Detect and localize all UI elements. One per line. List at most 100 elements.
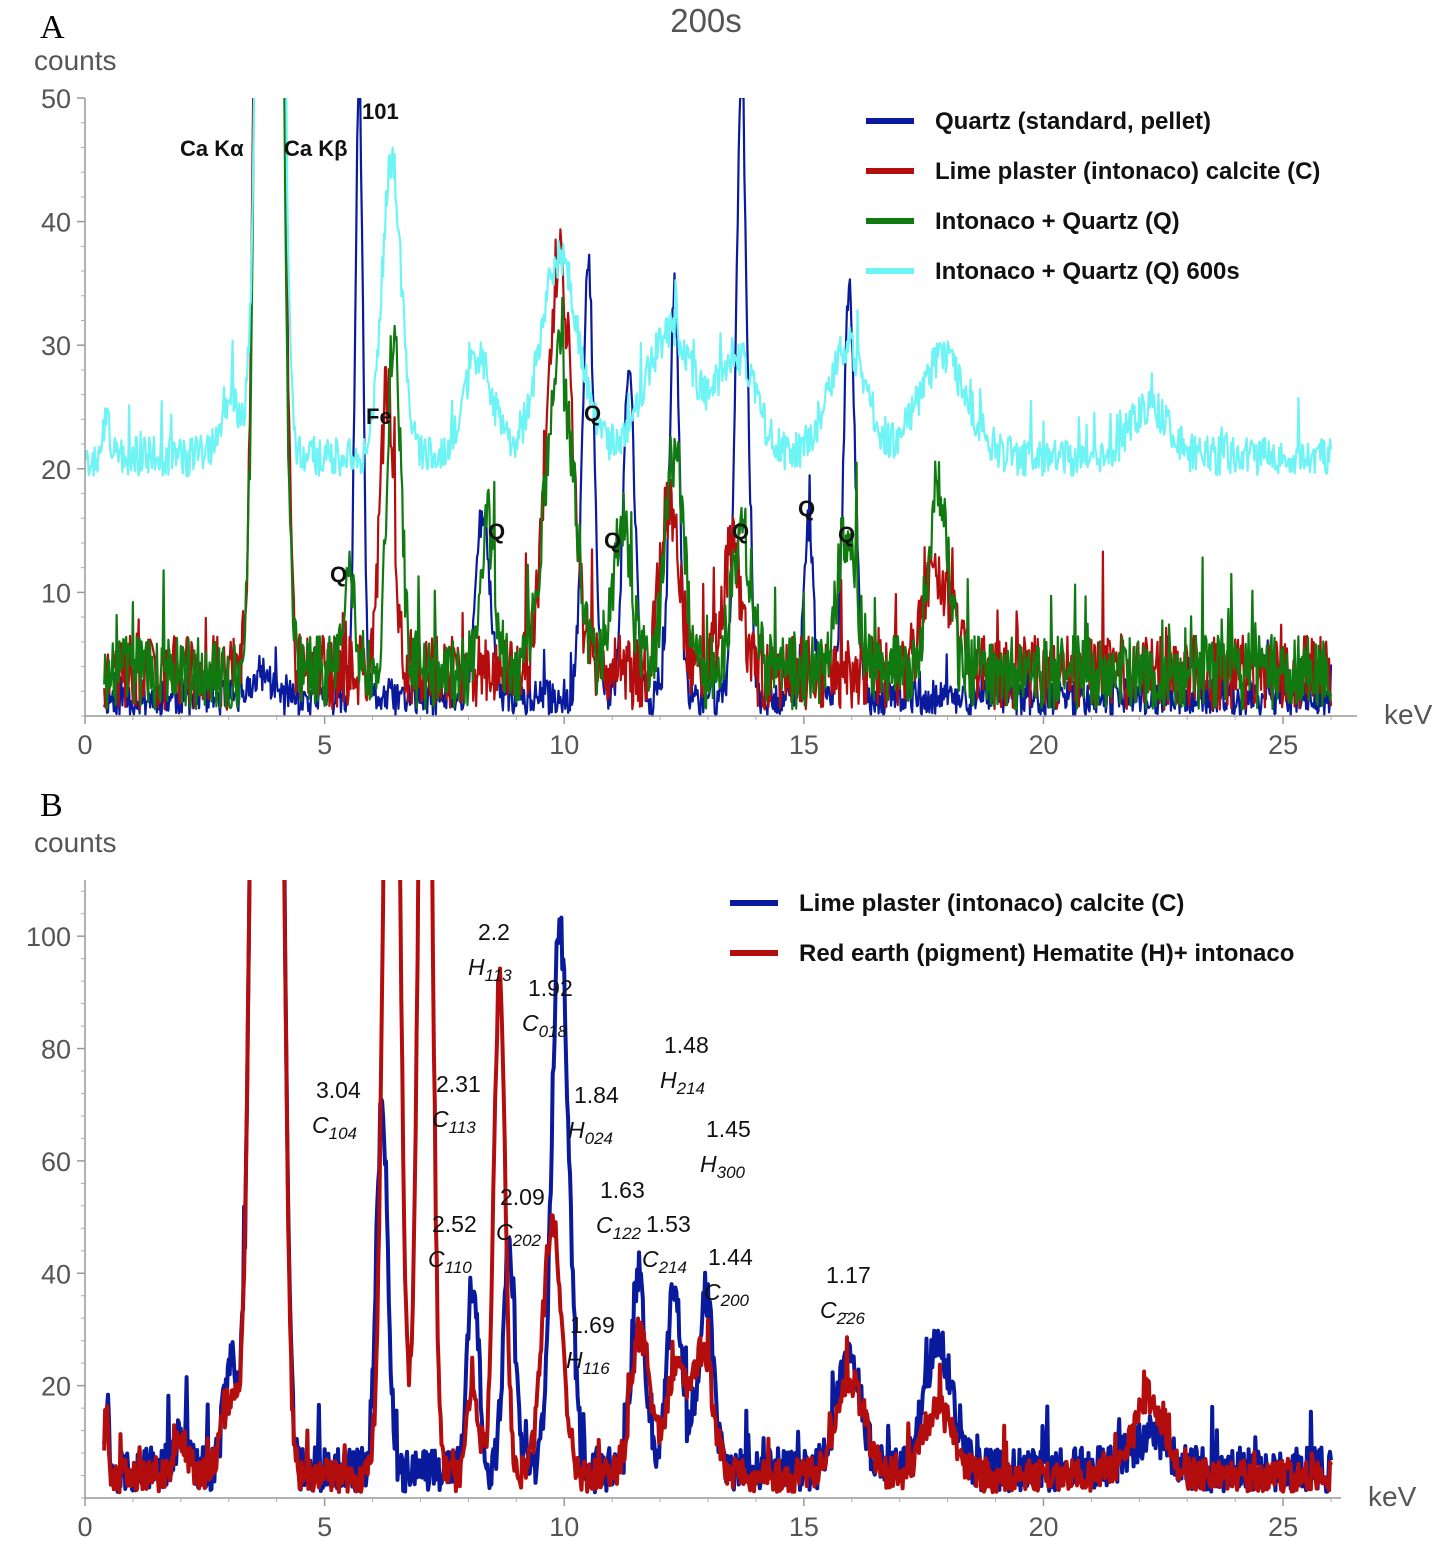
d-spacing-label: 1.92 [528, 975, 573, 1001]
peak-annotation: 1.63 C122 [596, 1177, 645, 1243]
reflection-label: C200 [704, 1279, 750, 1310]
legend-swatch-lime-plaster [866, 168, 914, 174]
legend-b: Lime plaster (intonaco) calcite (C) Red … [730, 890, 1294, 967]
peak-annotation: 1.53 C214 [642, 1211, 691, 1277]
x-tick-label: 10 [549, 730, 579, 760]
d-spacing-label: 2.09 [500, 1184, 545, 1210]
peak-annotation: 3.04 C104 [312, 1077, 361, 1143]
series-line [85, 98, 1333, 478]
reflection-label: H214 [660, 1067, 705, 1098]
x-axis-label: keV [1368, 1481, 1417, 1512]
y-tick-label: 40 [41, 1259, 71, 1289]
series-line [102, 880, 1333, 1495]
panel-label-b: B [40, 787, 63, 824]
peak-annotation: 1.45 H300 [700, 1116, 751, 1182]
peak-label-101: 101 [362, 99, 399, 124]
x-tick-label: 25 [1268, 1512, 1298, 1541]
d-spacing-label: 1.84 [574, 1082, 619, 1108]
d-spacing-label: 1.44 [708, 1244, 753, 1270]
peak-label-q: Q [488, 519, 505, 544]
axes-b: 0 5 10 15 20 25 20 40 60 80 100 [26, 880, 1341, 1541]
peak-label-q: Q [732, 519, 749, 544]
d-spacing-label: 1.69 [570, 1312, 615, 1338]
peak-annotation: 1.17 C2̄26 [820, 1262, 871, 1328]
panel-a: A 200s counts keV 0 5 10 15 20 25 10 20 30 40 50 C… [34, 2, 1433, 760]
peak-annotation: 2.09 C202 [496, 1184, 545, 1250]
peak-annotation: 1.92 C018 [522, 975, 573, 1041]
peak-label-q: Q [604, 528, 621, 553]
d-spacing-label: 1.45 [706, 1116, 751, 1142]
x-tick-label: 0 [77, 730, 92, 760]
axes-a: 0 5 10 15 20 25 10 20 30 40 50 [41, 84, 1357, 760]
legend-label-lime-plaster: Lime plaster (intonaco) calcite (C) [935, 158, 1320, 185]
annotations-a: Ca Kα Ca Kβ 101 Fe Q Q Q Q Q Q Q [180, 99, 855, 587]
d-spacing-label: 2.52 [432, 1211, 477, 1237]
peak-annotation: 1.44 C200 [704, 1244, 753, 1310]
reflection-label: H113 [468, 954, 512, 985]
reflection-label: H300 [700, 1151, 746, 1182]
series-group-b [102, 880, 1333, 1495]
y-tick-label: 20 [41, 1372, 71, 1402]
legend-swatch-lime-plaster [730, 900, 778, 906]
x-tick-label: 25 [1268, 730, 1298, 760]
series-line [103, 98, 1333, 711]
legend-label-quartz: Quartz (standard, pellet) [935, 108, 1211, 135]
reflection-label: C122 [596, 1212, 642, 1243]
d-spacing-label: 1.17 [826, 1262, 871, 1288]
peak-annotation: 1.69 H116 [566, 1312, 615, 1378]
d-spacing-label: 3.04 [316, 1077, 361, 1103]
annotations-b: 2.2 H113 1.92 C018 1.48 H214 3.04 C104 2… [312, 919, 871, 1378]
x-axis-label: keV [1384, 699, 1433, 730]
d-spacing-label: 2.31 [436, 1071, 481, 1097]
peak-label-fe: Fe [366, 404, 392, 429]
peak-label-q: Q [838, 522, 855, 547]
peak-label-q: Q [584, 401, 601, 426]
d-spacing-label: 1.53 [646, 1211, 691, 1237]
x-tick-label: 5 [317, 1512, 332, 1541]
panel-label-a: A [40, 9, 65, 46]
y-tick-label: 30 [41, 331, 71, 361]
y-axis-label: counts [34, 827, 117, 858]
chart-title: 200s [670, 2, 742, 39]
y-tick-label: 40 [41, 208, 71, 238]
reflection-label: C104 [312, 1112, 357, 1143]
series-group-a [85, 98, 1333, 718]
reflection-label: H024 [568, 1117, 613, 1148]
legend-label-lime-plaster: Lime plaster (intonaco) calcite (C) [799, 890, 1184, 917]
peak-annotation: 2.2 H113 [468, 919, 512, 985]
x-tick-label: 0 [77, 1512, 92, 1541]
y-tick-label: 50 [41, 84, 71, 114]
x-tick-label: 20 [1028, 730, 1058, 760]
legend-label-intonaco-quartz: Intonaco + Quartz (Q) [935, 208, 1180, 235]
x-tick-label: 20 [1028, 1512, 1058, 1541]
reflection-label: C110 [428, 1246, 472, 1277]
y-tick-label: 60 [41, 1147, 71, 1177]
peak-label-ca-kalpha: Ca Kα [180, 136, 244, 161]
y-tick-label: 10 [41, 578, 71, 608]
reflection-label: C202 [496, 1219, 542, 1250]
x-tick-label: 10 [549, 1512, 579, 1541]
x-tick-label: 15 [789, 1512, 819, 1541]
peak-annotation: 2.31 C113 [432, 1071, 481, 1137]
peak-annotation: 1.48 H214 [660, 1032, 709, 1098]
peak-annotation: 2.52 C110 [428, 1211, 477, 1277]
peak-label-q: Q [798, 496, 815, 521]
reflection-label: C018 [522, 1010, 568, 1041]
legend-swatch-quartz [866, 118, 914, 124]
d-spacing-label: 1.63 [600, 1177, 645, 1203]
legend-label-intonaco-quartz-600s: Intonaco + Quartz (Q) 600s [935, 258, 1240, 285]
y-tick-label: 20 [41, 455, 71, 485]
legend-swatch-red-earth [730, 950, 778, 956]
y-tick-label: 80 [41, 1035, 71, 1065]
d-spacing-label: 1.48 [664, 1032, 709, 1058]
legend-swatch-intonaco-quartz-600s [866, 268, 914, 274]
y-axis-label: counts [34, 45, 117, 76]
x-tick-label: 15 [789, 730, 819, 760]
d-spacing-label: 2.2 [478, 919, 510, 945]
reflection-label: H116 [566, 1347, 610, 1378]
reflection-label: C113 [432, 1106, 476, 1137]
y-tick-label: 100 [26, 922, 71, 952]
reflection-label: C2̄26 [820, 1297, 866, 1328]
peak-annotation: 1.84 H024 [568, 1082, 619, 1148]
